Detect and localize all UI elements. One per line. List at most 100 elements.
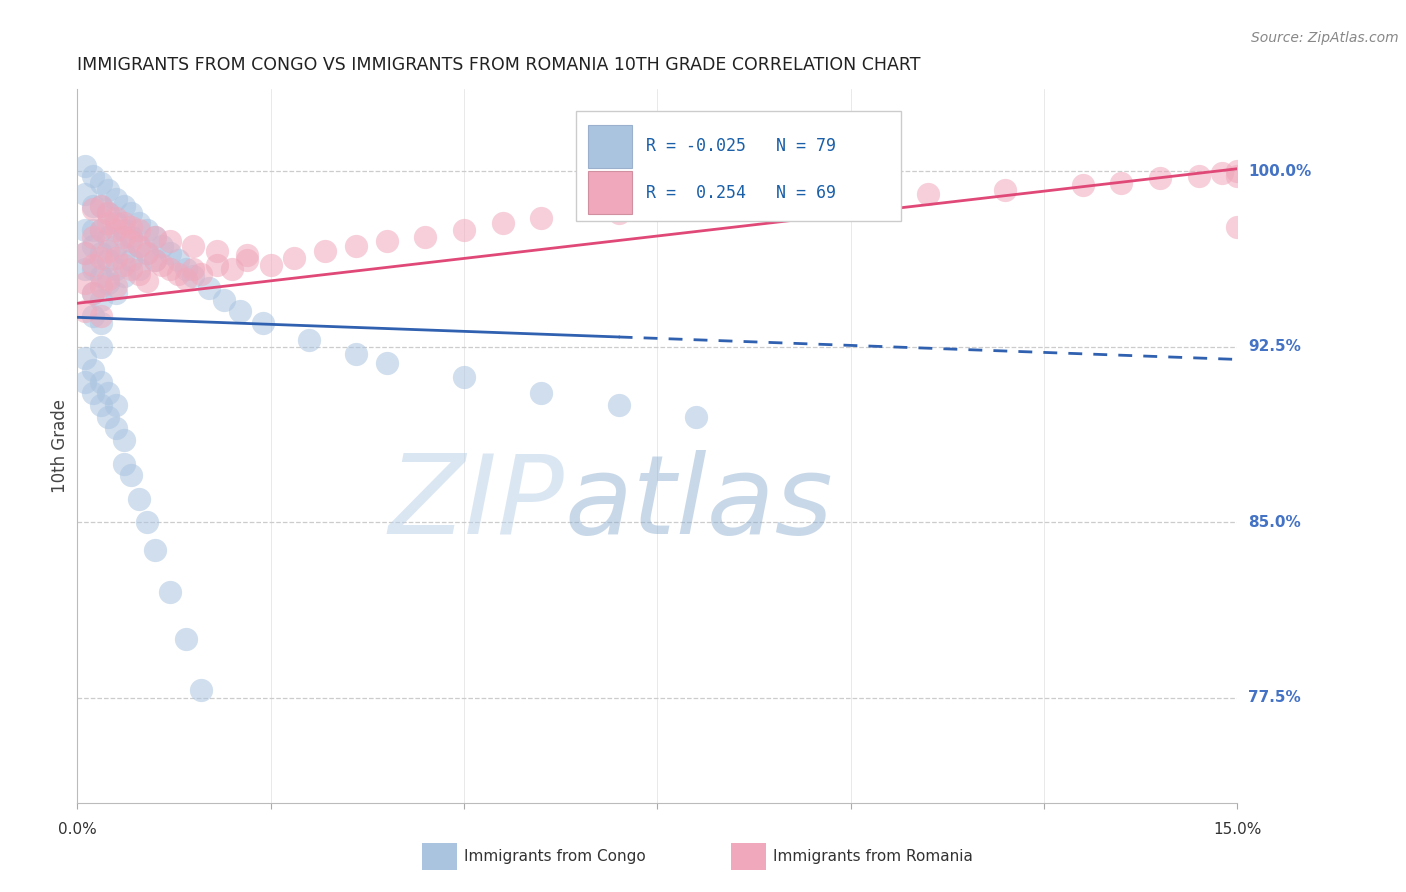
Point [90,251,111,265]
Point [143,252,166,267]
Point [136,222,159,236]
Point [90,293,111,307]
Point [97,229,120,244]
Point [75,375,96,389]
Point [90,222,111,236]
Point [453,370,475,384]
Point [121,468,143,483]
Point [152,258,174,272]
Point [90,398,111,412]
Point [82,258,104,272]
Point [105,421,127,435]
Point [228,304,252,318]
Point [166,267,188,281]
Point [97,386,120,401]
Text: R = -0.025   N = 79: R = -0.025 N = 79 [645,137,835,155]
Point [112,246,135,260]
Point [97,206,120,220]
Text: ZIP: ZIP [388,450,565,557]
Point [762,197,785,211]
Text: 92.5%: 92.5% [1249,339,1302,354]
Text: 77.5%: 77.5% [1249,690,1301,705]
Point [413,229,436,244]
Point [994,183,1017,197]
Text: Immigrants from Congo: Immigrants from Congo [464,849,645,863]
Point [121,262,143,277]
Point [82,309,104,323]
Point [159,234,181,248]
Point [82,199,104,213]
Point [112,199,135,213]
Point [90,199,111,213]
Point [143,229,166,244]
Point [128,216,150,230]
Point [82,363,104,377]
Text: 85.0%: 85.0% [1249,515,1301,530]
Point [214,293,236,307]
Point [90,199,111,213]
Point [90,278,111,293]
Point [105,192,127,206]
Point [90,246,111,260]
Point [136,246,159,260]
Point [283,251,305,265]
Point [90,176,111,190]
Point [1111,176,1133,190]
Point [82,239,104,253]
Point [105,211,127,225]
Point [82,229,104,244]
Point [375,234,398,248]
Point [121,229,143,244]
Point [82,262,104,277]
Point [453,222,475,236]
Point [252,316,274,330]
Point [260,258,283,272]
Point [166,252,188,267]
Text: atlas: atlas [565,450,834,557]
Point [75,187,96,202]
Point [90,316,111,330]
Point [530,211,553,225]
Point [112,216,135,230]
Point [314,244,336,258]
Point [375,356,398,370]
Point [75,246,96,260]
Point [1071,178,1094,193]
Point [105,285,127,300]
Point [112,229,135,244]
Point [607,398,630,412]
Point [121,252,143,267]
Point [174,262,197,277]
Point [174,632,197,646]
Point [236,252,259,267]
Point [128,262,150,277]
Point [197,281,219,295]
Point [183,239,205,253]
Point [82,285,104,300]
Point [344,239,367,253]
Point [136,274,159,288]
Point [105,251,127,265]
Point [105,398,127,412]
Text: R =  0.254   N = 69: R = 0.254 N = 69 [645,184,835,202]
Point [75,246,96,260]
Point [159,262,181,277]
Point [685,202,707,216]
Point [112,258,135,272]
Point [112,269,135,284]
Point [97,409,120,424]
Point [205,244,228,258]
Point [530,386,553,401]
Y-axis label: 10th Grade: 10th Grade [51,399,69,493]
Point [183,269,205,284]
Point [136,246,159,260]
FancyBboxPatch shape [588,171,631,214]
Point [121,234,143,248]
Point [112,222,135,236]
Point [75,277,96,291]
Point [82,222,104,236]
Point [90,375,111,389]
Point [105,239,127,253]
Point [82,386,104,401]
Point [128,491,150,506]
